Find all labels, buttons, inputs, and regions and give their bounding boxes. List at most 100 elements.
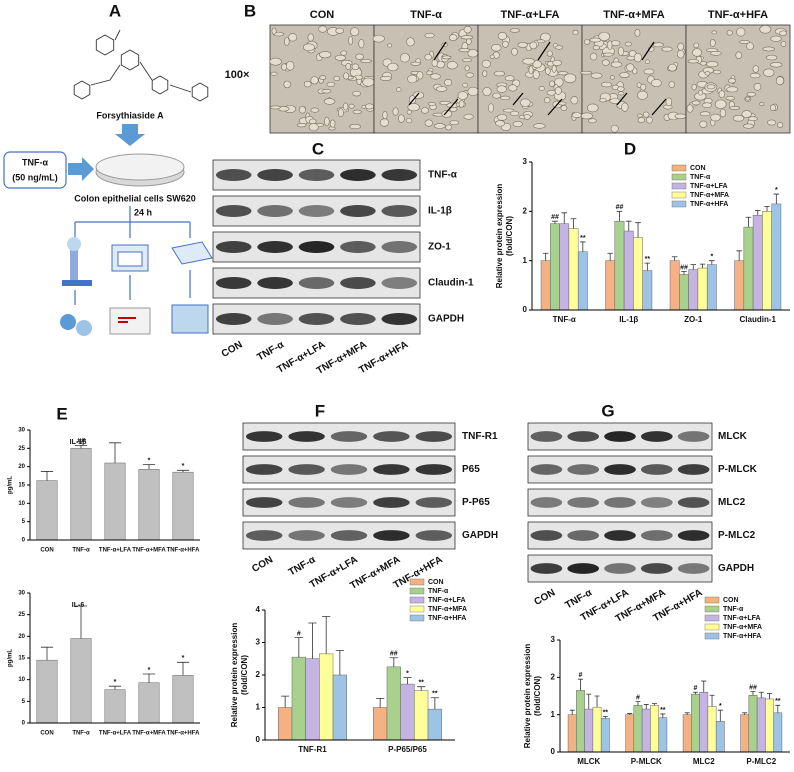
band bbox=[381, 277, 418, 289]
cell bbox=[570, 96, 579, 105]
bar bbox=[740, 714, 750, 753]
error-bar bbox=[74, 605, 88, 639]
bar bbox=[278, 707, 293, 741]
cell bbox=[545, 67, 551, 75]
band bbox=[640, 431, 673, 442]
transwell-icon bbox=[109, 244, 151, 335]
band bbox=[381, 241, 418, 253]
cell bbox=[621, 102, 629, 112]
band bbox=[340, 277, 376, 289]
cell bbox=[360, 59, 372, 63]
cell bbox=[532, 60, 542, 69]
cell bbox=[618, 91, 625, 96]
cell bbox=[424, 54, 433, 61]
bar bbox=[688, 269, 699, 311]
bar bbox=[559, 223, 570, 311]
band bbox=[530, 530, 563, 541]
y-axis-label: pg/mL bbox=[8, 476, 14, 494]
bar bbox=[605, 260, 616, 311]
cell bbox=[554, 77, 564, 87]
bar bbox=[743, 226, 754, 311]
lane-label: TNF-α bbox=[287, 554, 318, 578]
band bbox=[340, 169, 376, 181]
cell bbox=[770, 104, 777, 111]
bar bbox=[697, 267, 708, 311]
error-bar bbox=[308, 622, 317, 659]
y-tick-label: 10 bbox=[18, 677, 25, 683]
cell bbox=[382, 110, 388, 120]
cell bbox=[481, 59, 491, 68]
band bbox=[288, 464, 325, 475]
cell bbox=[765, 54, 778, 61]
x-tick-label: TNF-α bbox=[553, 315, 576, 324]
error-bar bbox=[644, 262, 651, 271]
cell bbox=[326, 81, 336, 87]
y-tick-label: 5 bbox=[22, 699, 26, 705]
bar bbox=[771, 203, 782, 311]
cell bbox=[349, 123, 361, 130]
band bbox=[415, 530, 453, 541]
error-bar bbox=[775, 704, 781, 713]
band bbox=[677, 497, 710, 508]
band bbox=[215, 241, 252, 253]
cell bbox=[741, 110, 752, 118]
cell bbox=[269, 105, 281, 110]
band bbox=[381, 169, 418, 181]
panel-label: C bbox=[312, 139, 324, 158]
band bbox=[298, 313, 335, 325]
band bbox=[530, 431, 563, 442]
cell bbox=[511, 47, 518, 56]
cell bbox=[387, 43, 393, 48]
cell bbox=[307, 33, 314, 42]
cell bbox=[610, 124, 619, 133]
y-axis-label: Relative protein expression bbox=[523, 644, 532, 749]
legend-swatch bbox=[671, 173, 687, 181]
cell bbox=[441, 110, 453, 118]
band bbox=[373, 497, 410, 508]
cell bbox=[420, 107, 429, 114]
significance-mark: ## bbox=[749, 684, 757, 691]
cell bbox=[592, 45, 600, 51]
band bbox=[245, 530, 283, 541]
bar bbox=[172, 471, 194, 541]
cell bbox=[699, 120, 708, 128]
protein-label: P-MLC2 bbox=[718, 530, 756, 541]
y-tick-label: 15 bbox=[18, 483, 25, 489]
band bbox=[245, 431, 283, 442]
chemical-structure bbox=[73, 29, 209, 102]
cell bbox=[624, 41, 632, 47]
error-bar bbox=[602, 716, 608, 719]
bar bbox=[540, 260, 551, 311]
legend-label: TNF-α+MFA bbox=[690, 192, 729, 199]
cell bbox=[650, 79, 662, 88]
cell bbox=[589, 37, 602, 43]
significance-mark: ** bbox=[660, 707, 666, 714]
cell bbox=[642, 111, 650, 118]
legend-label: TNF-α bbox=[428, 588, 449, 595]
cell bbox=[589, 52, 598, 61]
cell bbox=[350, 27, 360, 37]
cell bbox=[719, 108, 727, 118]
magnification: 100× bbox=[225, 69, 250, 81]
cell bbox=[617, 86, 625, 92]
legend-swatch bbox=[409, 578, 425, 586]
error-bar bbox=[635, 222, 641, 238]
error-bar bbox=[108, 685, 122, 690]
cell bbox=[319, 75, 327, 81]
cell bbox=[609, 75, 615, 80]
band bbox=[415, 464, 453, 475]
group-label: TNF-α+LFA bbox=[500, 9, 559, 21]
cell bbox=[340, 50, 348, 56]
significance-mark: ## bbox=[77, 438, 85, 445]
cell bbox=[310, 107, 320, 113]
y-tick-label: 0 bbox=[523, 305, 528, 314]
band bbox=[257, 313, 293, 325]
y-tick-label: 1 bbox=[256, 703, 261, 712]
cell bbox=[599, 98, 607, 103]
bar bbox=[138, 682, 160, 724]
bar bbox=[567, 714, 577, 753]
legend-label: CON bbox=[428, 579, 444, 586]
cell bbox=[729, 106, 741, 110]
protein-label: P-P65 bbox=[462, 497, 490, 508]
